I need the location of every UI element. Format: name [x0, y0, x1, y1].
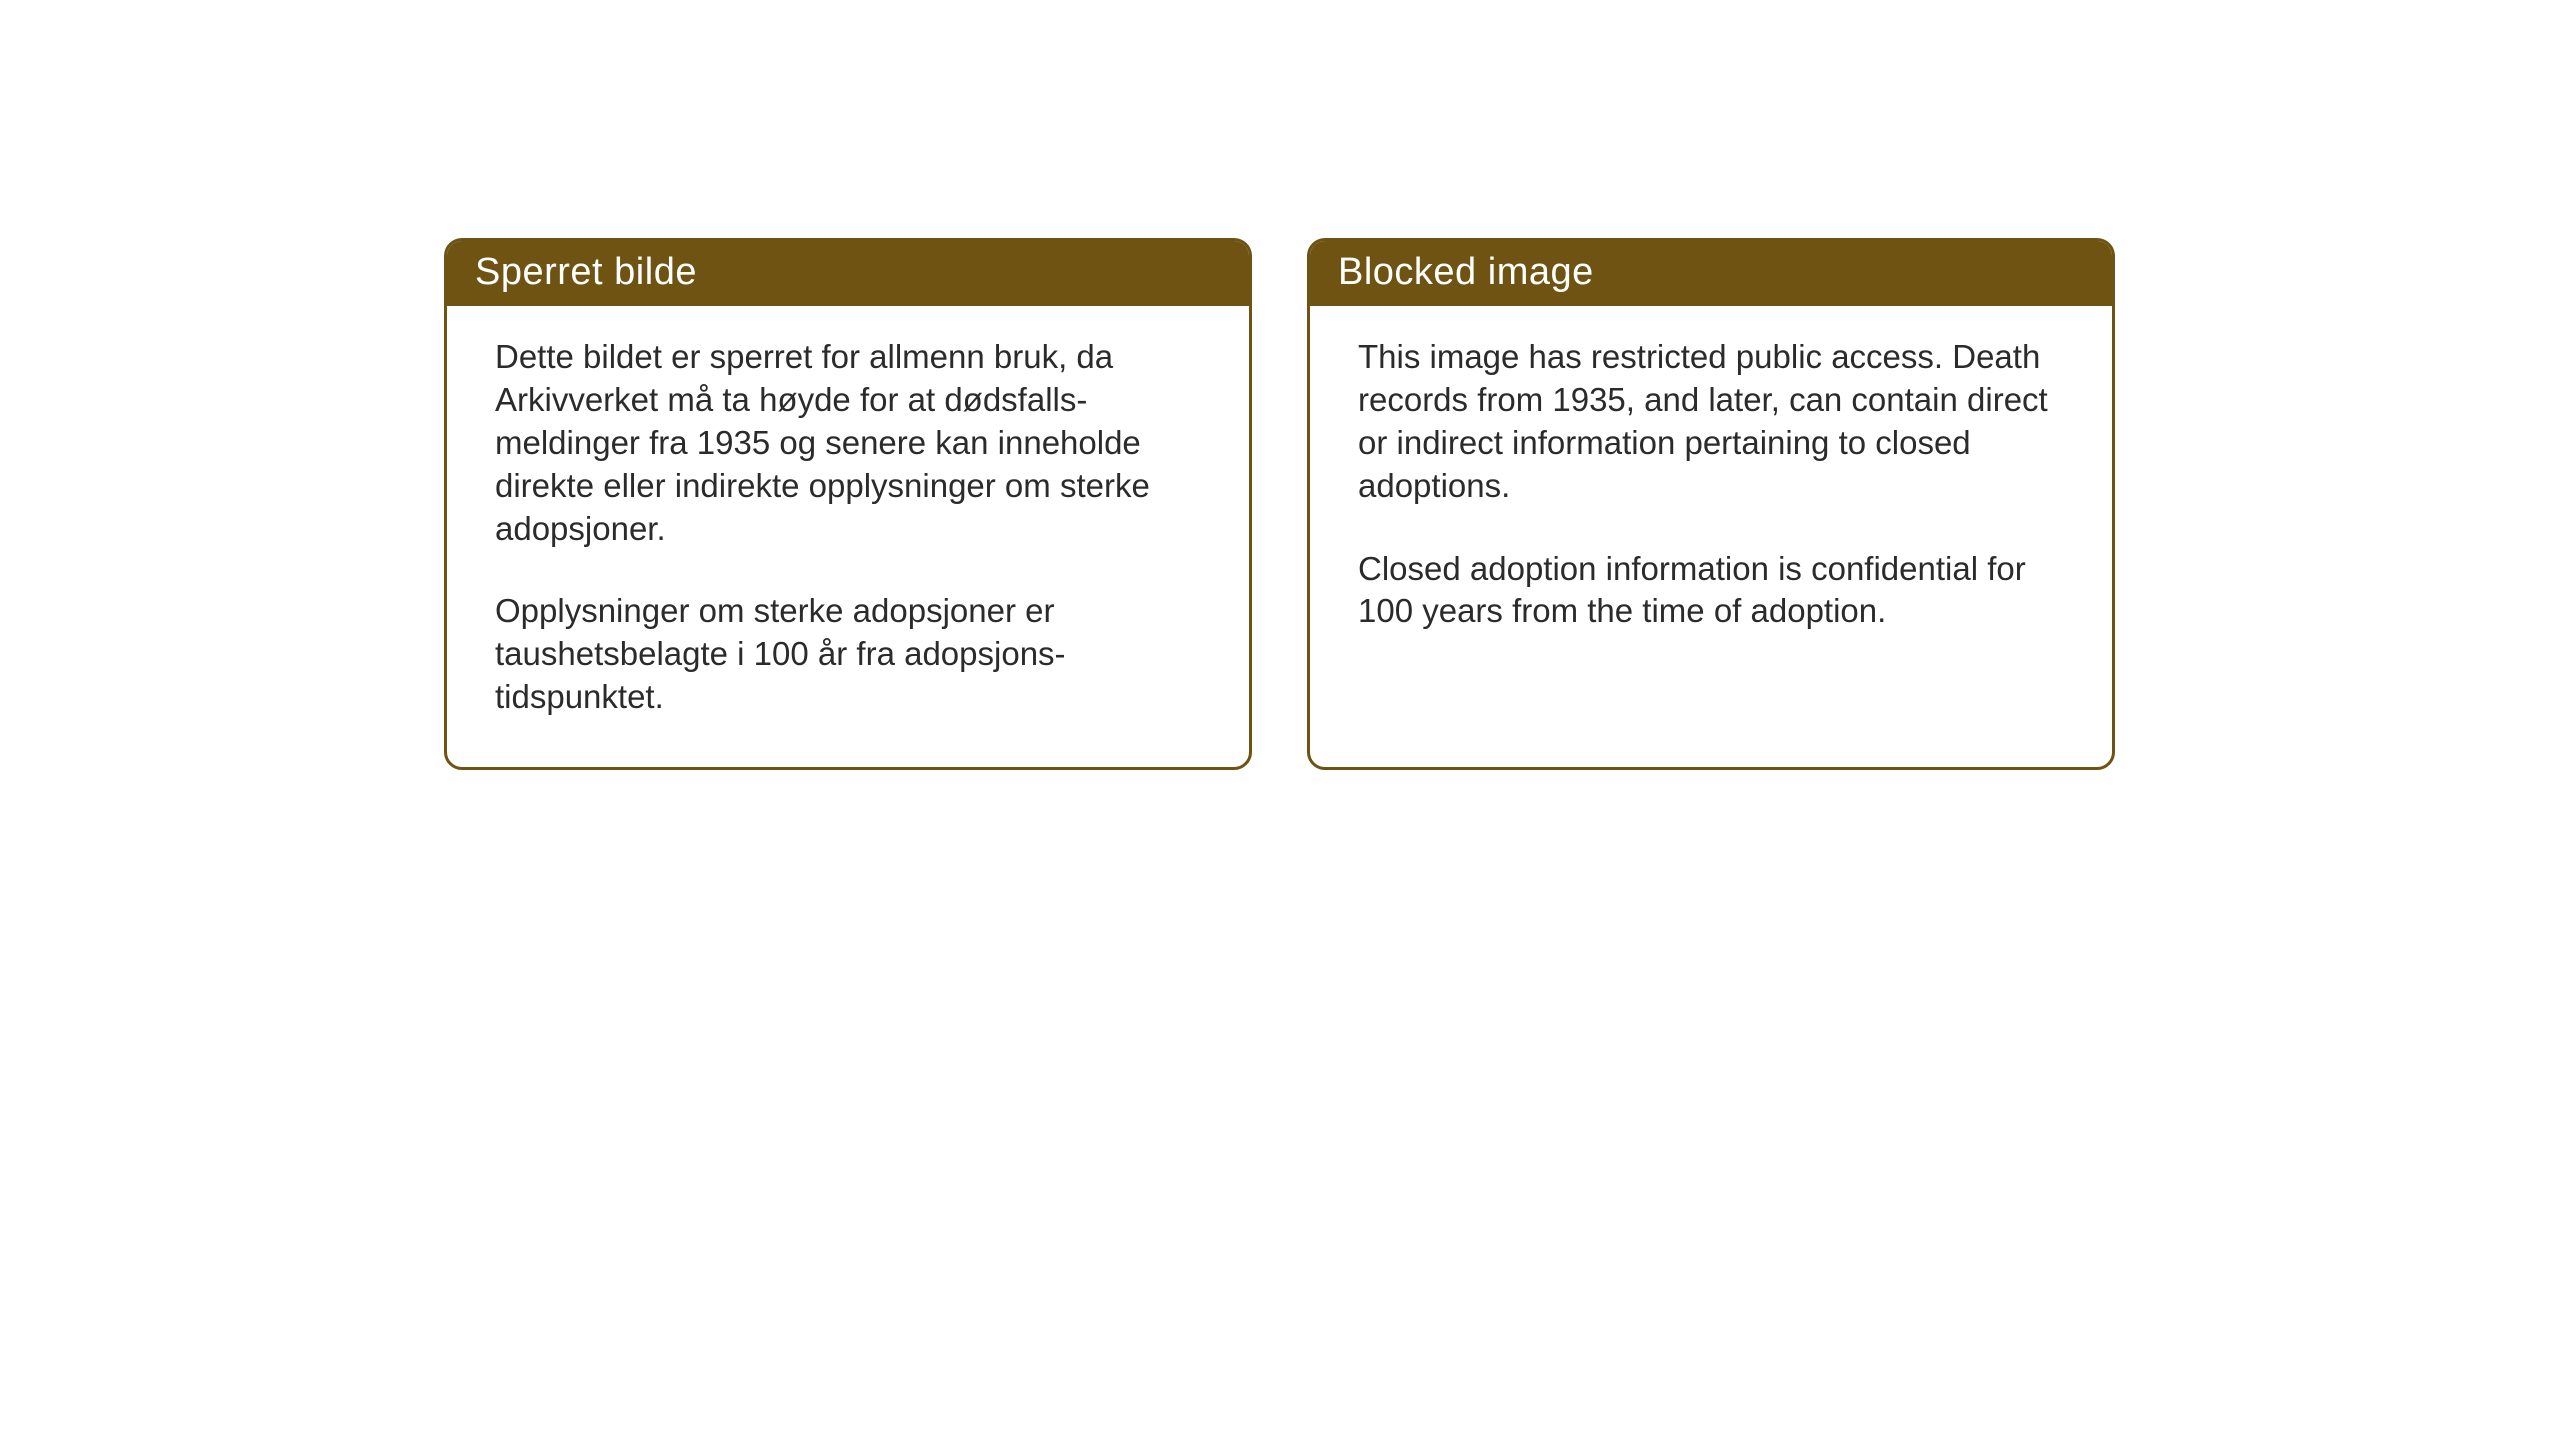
paragraph-english-1: This image has restricted public access.…: [1358, 336, 2064, 508]
cards-container: Sperret bilde Dette bildet er sperret fo…: [444, 238, 2115, 770]
card-norwegian: Sperret bilde Dette bildet er sperret fo…: [444, 238, 1252, 770]
card-body-english: This image has restricted public access.…: [1310, 306, 2112, 681]
card-body-norwegian: Dette bildet er sperret for allmenn bruk…: [447, 306, 1249, 767]
paragraph-norwegian-2: Opplysninger om sterke adopsjoner er tau…: [495, 590, 1201, 719]
card-header-norwegian: Sperret bilde: [447, 241, 1249, 306]
card-english: Blocked image This image has restricted …: [1307, 238, 2115, 770]
paragraph-norwegian-1: Dette bildet er sperret for allmenn bruk…: [495, 336, 1201, 550]
paragraph-english-2: Closed adoption information is confident…: [1358, 548, 2064, 634]
card-header-english: Blocked image: [1310, 241, 2112, 306]
